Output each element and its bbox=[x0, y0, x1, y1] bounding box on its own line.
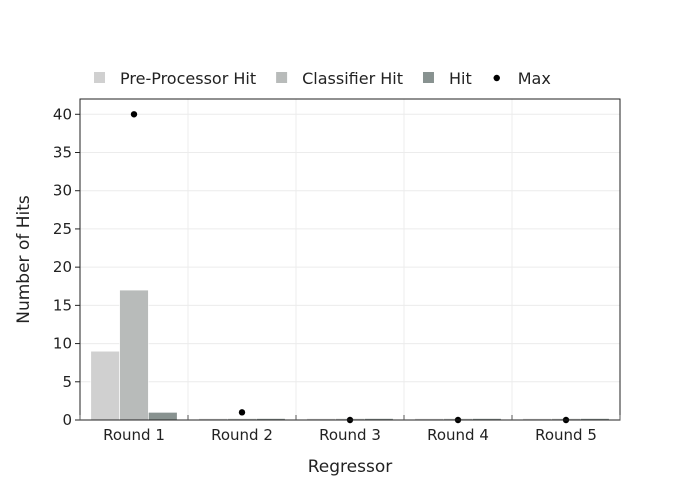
legend-item-pre-processor-hit[interactable]: Pre-Processor Hit bbox=[94, 69, 256, 88]
x-tick-label: Round 5 bbox=[535, 426, 597, 444]
y-tick-label: 0 bbox=[62, 411, 72, 429]
y-tick-label: 25 bbox=[53, 220, 72, 238]
legend-item-hit[interactable]: Hit bbox=[422, 69, 472, 88]
legend-swatch bbox=[94, 72, 105, 83]
bar-pre-processor-hit-round-1 bbox=[90, 350, 120, 421]
x-tick-label: Round 4 bbox=[427, 426, 489, 444]
legend-label: Pre-Processor Hit bbox=[120, 69, 256, 88]
bars bbox=[90, 289, 610, 421]
y-tick-label: 20 bbox=[53, 258, 72, 276]
x-tick-label: Round 3 bbox=[319, 426, 381, 444]
legend-label: Max bbox=[518, 69, 551, 88]
y-tick-label: 35 bbox=[53, 144, 72, 162]
legend-label: Hit bbox=[449, 69, 472, 88]
x-axis-title: Regressor bbox=[308, 457, 392, 477]
y-tick-label: 10 bbox=[53, 335, 72, 353]
x-axis-ticks: Round 1 Round 2 Round 3 Round 4 Round 5 bbox=[79, 415, 621, 444]
y-tick-label: 40 bbox=[53, 105, 72, 123]
y-axis-title: Number of Hits bbox=[14, 195, 34, 324]
legend-item-max[interactable]: Max bbox=[493, 69, 551, 88]
legend-swatch bbox=[422, 72, 434, 83]
y-axis-ticks: 0 5 10 15 20 25 30 35 40 bbox=[53, 105, 80, 429]
legend-swatch bbox=[276, 72, 288, 83]
x-tick-label: Round 2 bbox=[211, 426, 273, 444]
y-tick-label: 15 bbox=[53, 296, 72, 314]
plot-area bbox=[79, 98, 621, 424]
legend-label: Classifier Hit bbox=[302, 69, 403, 88]
legend-item-classifier-hit[interactable]: Classifier Hit bbox=[276, 69, 403, 88]
legend-swatch bbox=[493, 74, 500, 82]
y-tick-label: 5 bbox=[62, 373, 72, 391]
bar-classifier-hit-round-1 bbox=[119, 289, 149, 421]
x-tick-label: Round 1 bbox=[103, 426, 165, 444]
plot-frame bbox=[79, 98, 621, 421]
grid bbox=[79, 99, 621, 420]
marker-max-round-1 bbox=[130, 111, 138, 118]
bar-hit-round-1 bbox=[148, 412, 178, 421]
y-tick-label: 30 bbox=[53, 182, 72, 200]
marker-max-round-2 bbox=[238, 409, 246, 416]
legend: Pre-Processor Hit Classifier Hit Hit Max bbox=[94, 69, 551, 88]
